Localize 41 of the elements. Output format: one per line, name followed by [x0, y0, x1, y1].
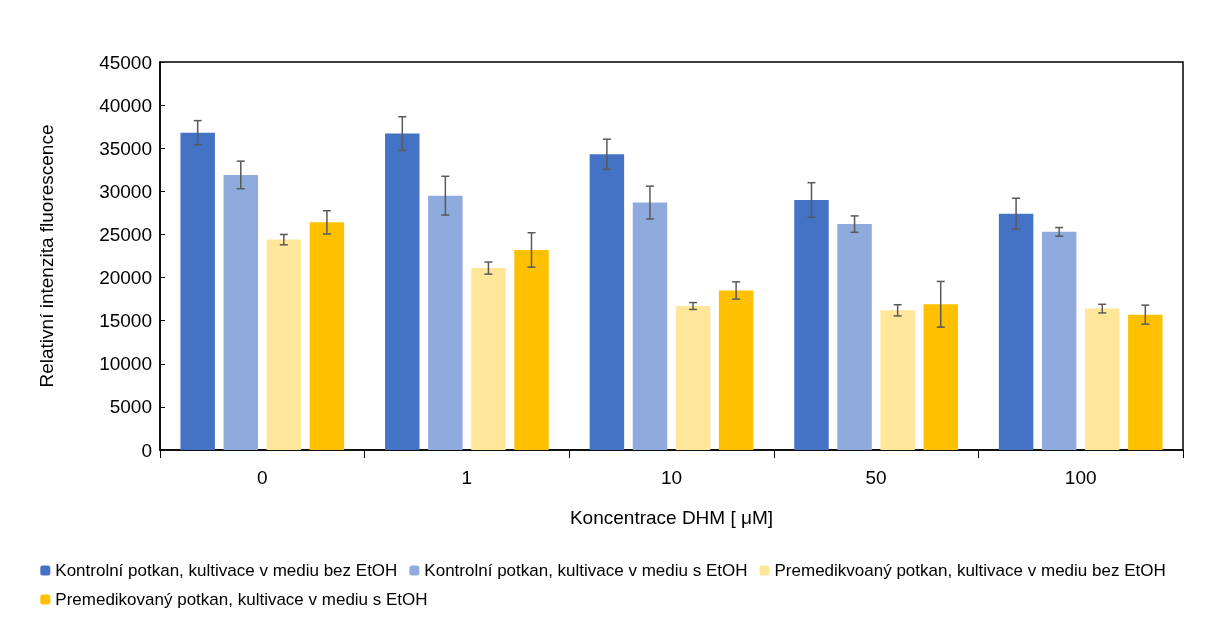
x-tick-label: 1 [461, 467, 473, 488]
y-tick-label: 35000 [99, 137, 152, 159]
y-tick-label: 5000 [109, 396, 152, 418]
bar [632, 202, 668, 450]
y-tick-label: 45000 [99, 51, 152, 73]
bar [428, 195, 463, 450]
bar [675, 306, 711, 450]
x-tick-label: 50 [865, 467, 887, 488]
bar [514, 249, 549, 450]
bar [471, 268, 506, 450]
legend-label: Premedikovaný potkan, kultivace v mediu s EtOH [55, 590, 428, 609]
y-tick-label: 30000 [99, 180, 152, 202]
y-tick-label: 25000 [99, 223, 152, 245]
bar [385, 133, 420, 450]
bar [794, 199, 829, 450]
bar [223, 174, 258, 450]
bar [180, 132, 215, 450]
x-tick-label: 10 [660, 467, 683, 488]
y-tick-label: 0 [141, 439, 152, 461]
x-tick-label: 0 [257, 467, 268, 488]
bar [880, 310, 915, 450]
y-tick-label: 15000 [99, 310, 152, 332]
bar [1085, 308, 1120, 450]
x-tick-label: 100 [1064, 467, 1097, 488]
x-axis-title: Koncentrace DHM [ μM] [569, 507, 774, 528]
bar [837, 224, 872, 450]
y-axis-title: Relativní intenzita fluorescence [36, 124, 57, 388]
bar [589, 154, 625, 450]
bar [998, 213, 1034, 450]
legend-label: Kontrolní potkan, kultivace v mediu bez EtOH [55, 561, 398, 580]
bar [923, 304, 958, 450]
bar [1041, 231, 1077, 450]
y-tick-label: 10000 [99, 353, 152, 375]
bar [309, 222, 345, 450]
bar [718, 290, 754, 450]
y-tick-label: 40000 [99, 94, 152, 116]
legend-label: Premedikvoaný potkan, kultivace v mediu bez EtOH [774, 561, 1166, 580]
y-tick-label: 20000 [99, 267, 152, 289]
bar [1128, 314, 1163, 450]
legend-label: Kontrolní potkan, kultivace v mediu s EtOH [424, 561, 748, 580]
bar [266, 239, 302, 450]
